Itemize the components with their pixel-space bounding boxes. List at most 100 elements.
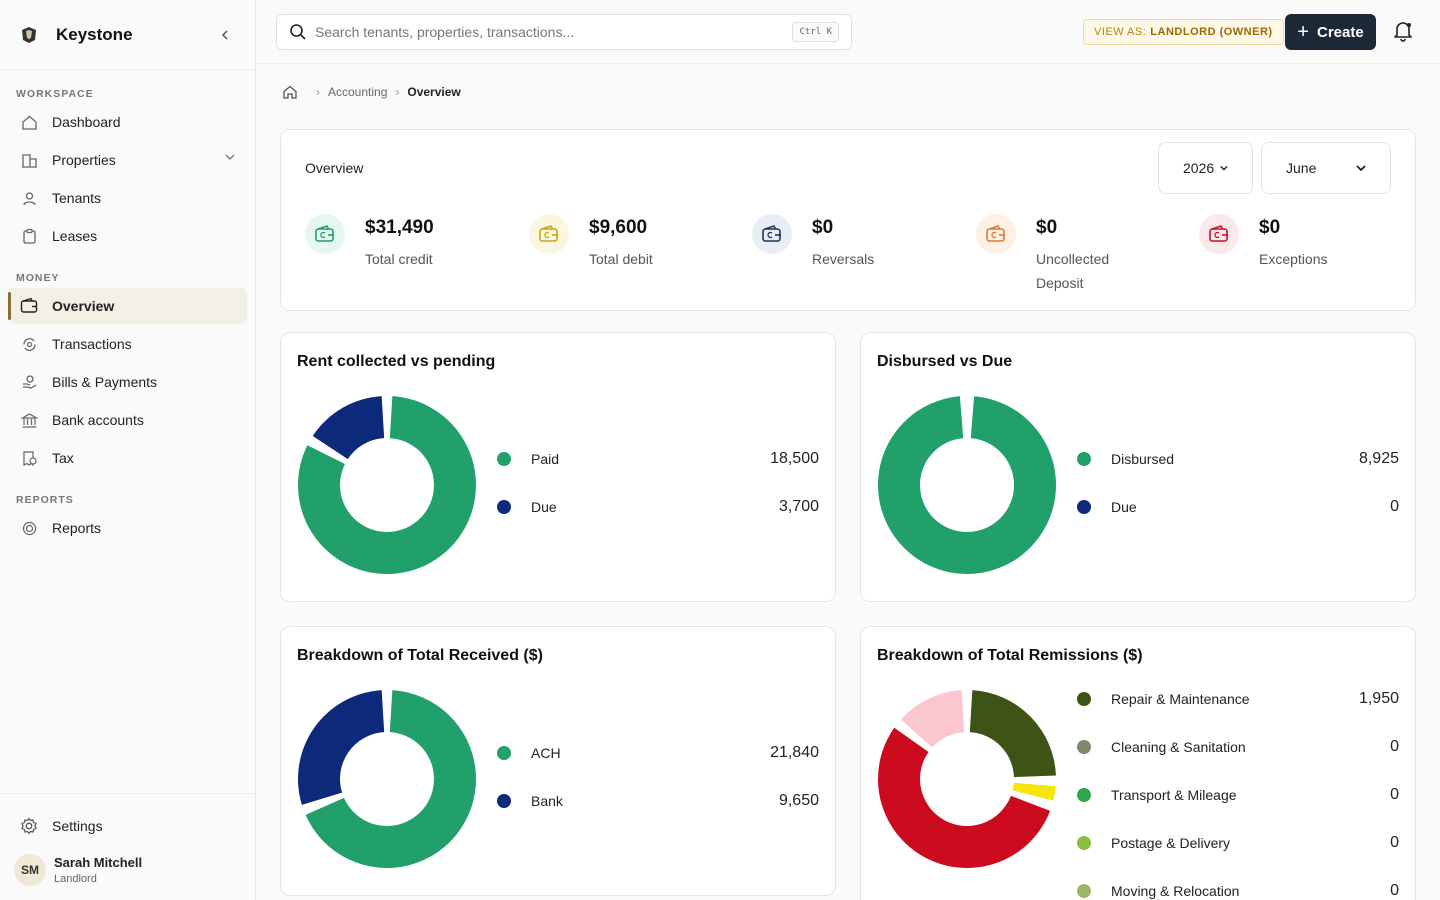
clipboard-icon bbox=[20, 227, 38, 245]
legend-item[interactable]: Moving & Relocation 0 bbox=[1077, 867, 1399, 900]
stat-value: $0 bbox=[1259, 217, 1281, 238]
legend-dot bbox=[1077, 788, 1091, 802]
donut-slice[interactable] bbox=[969, 690, 1056, 778]
notification-bell-icon[interactable] bbox=[1392, 20, 1414, 42]
user-role: Landlord bbox=[54, 873, 97, 885]
month-select[interactable]: June bbox=[1261, 142, 1391, 194]
brand-header: Keystone bbox=[0, 0, 255, 70]
sidebar-item-settings[interactable]: Settings bbox=[8, 808, 247, 844]
donut-slice[interactable] bbox=[878, 727, 1051, 868]
sidebar-item-transactions[interactable]: Transactions bbox=[8, 326, 247, 362]
chart-title: Rent collected vs pending bbox=[297, 353, 496, 370]
create-button[interactable]: + Create bbox=[1285, 14, 1376, 50]
legend-label: Due bbox=[531, 499, 557, 515]
legend-dot bbox=[497, 746, 511, 760]
donut-slice[interactable] bbox=[298, 690, 385, 805]
gear-icon bbox=[20, 817, 38, 835]
legend-item[interactable]: Due 3,700 bbox=[497, 483, 819, 531]
chart-title: Breakdown of Total Received ($) bbox=[297, 647, 543, 664]
collapse-sidebar-button[interactable] bbox=[215, 25, 235, 45]
legend-label: Transport & Mileage bbox=[1111, 787, 1237, 803]
view-as-badge[interactable]: VIEW AS: LANDLORD (OWNER) bbox=[1083, 19, 1284, 45]
stat-value: $0 bbox=[1036, 217, 1058, 238]
stat-label: Reversals bbox=[812, 251, 875, 267]
breadcrumb-current: Overview bbox=[407, 85, 461, 99]
legend-item[interactable]: Cleaning & Sanitation 0 bbox=[1077, 723, 1399, 771]
legend-value: 0 bbox=[1390, 786, 1399, 803]
legend-dot bbox=[1077, 452, 1091, 466]
search-icon bbox=[290, 24, 306, 40]
breadcrumb-separator: › bbox=[395, 85, 400, 99]
topbar: Ctrl K VIEW AS: LANDLORD (OWNER) + Creat… bbox=[256, 0, 1440, 64]
sidebar-item-bills[interactable]: Bills & Payments bbox=[8, 364, 247, 400]
legend-label: Postage & Delivery bbox=[1111, 835, 1231, 851]
sidebar-item-dashboard[interactable]: Dashboard bbox=[8, 104, 247, 140]
legend-label: ACH bbox=[531, 745, 561, 761]
wallet-icon bbox=[1199, 214, 1239, 254]
search-input[interactable] bbox=[315, 24, 793, 40]
chart-title: Disbursed vs Due bbox=[877, 353, 1013, 370]
sidebar-item-reports[interactable]: Reports bbox=[8, 510, 247, 546]
stat-label: Total debit bbox=[589, 251, 653, 267]
breadcrumb-accounting[interactable]: Accounting bbox=[328, 85, 388, 99]
sidebar-item-leases[interactable]: Leases bbox=[8, 218, 247, 254]
legend-item[interactable]: Disbursed 8,925 bbox=[1077, 435, 1399, 483]
keystone-logo-icon bbox=[22, 26, 36, 43]
sidebar-item-bank-accounts[interactable]: Bank accounts bbox=[8, 402, 247, 438]
avatar: SM bbox=[14, 854, 46, 886]
legend-value: 0 bbox=[1390, 882, 1399, 899]
donut-slice[interactable] bbox=[312, 396, 385, 460]
legend-item[interactable]: Paid 18,500 bbox=[497, 435, 819, 483]
wallet-icon bbox=[752, 214, 792, 254]
wallet-icon bbox=[305, 214, 345, 254]
sidebar-item-tenants[interactable]: Tenants bbox=[8, 180, 247, 216]
year-select[interactable]: 2026 bbox=[1158, 142, 1253, 194]
stat-value: $9,600 bbox=[589, 217, 648, 238]
sidebar-item-label: Tenants bbox=[52, 190, 102, 206]
chart-legend: Paid 18,500 Due 3,700 bbox=[497, 435, 819, 531]
view-as-value: LANDLORD (OWNER) bbox=[1150, 26, 1273, 38]
home-icon[interactable] bbox=[282, 84, 298, 100]
legend-item[interactable]: Bank 9,650 bbox=[497, 777, 819, 825]
building-icon bbox=[20, 151, 38, 169]
plus-icon: + bbox=[1297, 20, 1309, 43]
stat-item: $0 Exceptions bbox=[1199, 214, 1369, 271]
legend-item[interactable]: Due 0 bbox=[1077, 483, 1399, 531]
user-profile[interactable]: SM Sarah Mitchell Landlord bbox=[0, 846, 255, 900]
legend-value: 0 bbox=[1390, 738, 1399, 755]
legend-label: Repair & Maintenance bbox=[1111, 691, 1250, 707]
donut-slice[interactable] bbox=[878, 396, 1056, 574]
stat-label: Total credit bbox=[365, 251, 433, 267]
donut-slice[interactable] bbox=[1012, 782, 1056, 801]
legend-dot bbox=[1077, 836, 1091, 850]
legend-dot bbox=[1077, 500, 1091, 514]
donut-slice[interactable] bbox=[900, 690, 965, 748]
donut-chart bbox=[298, 396, 476, 574]
donut-slice[interactable] bbox=[305, 690, 476, 868]
sidebar-item-properties[interactable]: Properties bbox=[8, 142, 247, 178]
legend-item[interactable]: Repair & Maintenance 1,950 bbox=[1077, 675, 1399, 723]
chevron-down-icon bbox=[225, 154, 235, 160]
sidebar-item-overview[interactable]: Overview bbox=[8, 288, 247, 324]
legend-label: Due bbox=[1111, 499, 1137, 515]
legend-item[interactable]: ACH 21,840 bbox=[497, 729, 819, 777]
wallet-icon bbox=[976, 214, 1016, 254]
month-select-value: June bbox=[1286, 160, 1317, 176]
legend-label: Paid bbox=[531, 451, 560, 467]
user-icon bbox=[20, 189, 38, 207]
create-button-label: Create bbox=[1316, 23, 1364, 41]
legend-label: Cleaning & Sanitation bbox=[1111, 739, 1246, 755]
disbursed-vs-due-chart-card: Disbursed vs Due Disbursed 8,925 Due 0 bbox=[860, 332, 1416, 602]
chart-title: Breakdown of Total Remissions ($) bbox=[877, 647, 1143, 664]
search-box[interactable]: Ctrl K bbox=[276, 14, 852, 50]
legend-item[interactable]: Transport & Mileage 0 bbox=[1077, 771, 1399, 819]
legend-value: 1,950 bbox=[1358, 690, 1399, 707]
overview-title: Overview bbox=[305, 160, 364, 176]
sidebar: Keystone WORKSPACE Dashboard Properties … bbox=[0, 0, 256, 900]
rent-collected-chart-card: Rent collected vs pending Paid 18,500 Due 3,… bbox=[280, 332, 836, 602]
donut-slice[interactable] bbox=[298, 396, 476, 574]
user-name: Sarah Mitchell bbox=[54, 855, 143, 870]
legend-item[interactable]: Postage & Delivery 0 bbox=[1077, 819, 1399, 867]
sidebar-item-tax[interactable]: Tax bbox=[8, 440, 247, 476]
chevron-down-icon bbox=[1220, 165, 1228, 171]
